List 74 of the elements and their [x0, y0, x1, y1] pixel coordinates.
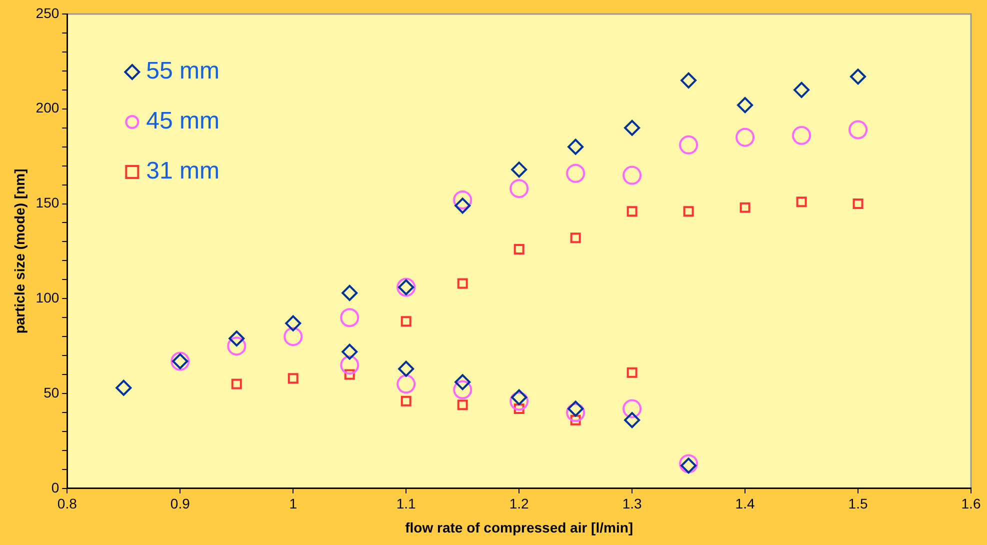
- point: [340, 308, 360, 328]
- point: [622, 399, 642, 418]
- point: [457, 278, 468, 289]
- x-tick-label: 1.5: [848, 496, 868, 512]
- legend-label: 55 mm: [146, 58, 220, 85]
- x-axis-title: flow rate of compressed air [l/min]: [405, 519, 634, 536]
- point: [453, 190, 472, 210]
- point: [396, 374, 416, 394]
- point: [116, 380, 132, 396]
- point: [510, 179, 529, 198]
- point: [570, 232, 581, 244]
- point: [288, 373, 298, 384]
- point: [796, 196, 807, 208]
- x-tick-label: 1: [289, 496, 298, 512]
- point: [683, 206, 694, 217]
- x-tick-label: 1.2: [509, 496, 530, 512]
- point: [514, 244, 524, 255]
- point: [454, 374, 471, 390]
- point: [624, 120, 640, 136]
- x-tick-label: 1.3: [622, 496, 642, 512]
- y-tick-label: 250: [36, 4, 60, 21]
- y-tick-label: 200: [36, 100, 60, 116]
- point: [511, 389, 528, 406]
- y-tick-label: 50: [44, 384, 60, 400]
- point: [342, 344, 358, 360]
- point: [679, 135, 698, 154]
- point: [794, 82, 810, 98]
- x-tick-label: 1.1: [396, 496, 416, 512]
- point: [342, 284, 358, 301]
- point: [570, 414, 581, 426]
- point: [679, 454, 698, 474]
- x-tick-label: 0.9: [170, 496, 190, 512]
- point: [566, 164, 586, 183]
- y-tick-label: 100: [36, 290, 60, 306]
- legend-label: 31 mm: [146, 158, 220, 185]
- point: [400, 316, 412, 327]
- x-tick-label: 0.8: [57, 496, 78, 512]
- point: [566, 402, 586, 422]
- point: [852, 198, 864, 210]
- point: [453, 380, 472, 400]
- y-tick-label: 150: [36, 194, 60, 211]
- point: [510, 392, 529, 411]
- point: [231, 378, 242, 390]
- point: [792, 126, 812, 145]
- point: [457, 400, 468, 410]
- point: [622, 166, 642, 185]
- point: [568, 138, 584, 155]
- point: [228, 330, 245, 346]
- point: [454, 198, 471, 214]
- point: [398, 360, 414, 377]
- point: [680, 458, 697, 474]
- y-axis-title: particle size (mode) [nm]: [11, 168, 28, 334]
- point: [568, 400, 584, 417]
- point: [680, 72, 697, 88]
- point: [624, 412, 640, 428]
- point: [285, 315, 302, 332]
- legend-label: 45 mm: [146, 108, 220, 135]
- point: [626, 367, 638, 378]
- point: [227, 336, 246, 356]
- point: [400, 396, 412, 406]
- x-tick-label: 1.6: [961, 496, 981, 512]
- point: [740, 202, 750, 213]
- point: [340, 356, 360, 375]
- point: [284, 327, 303, 346]
- point: [737, 97, 754, 114]
- x-tick-label: 1.4: [735, 496, 755, 512]
- point: [848, 120, 868, 140]
- point: [850, 68, 866, 85]
- point: [626, 206, 638, 217]
- point: [511, 162, 528, 178]
- point: [344, 369, 355, 380]
- point: [736, 128, 755, 147]
- point: [514, 403, 524, 414]
- y-tick-label: 0: [51, 479, 60, 496]
